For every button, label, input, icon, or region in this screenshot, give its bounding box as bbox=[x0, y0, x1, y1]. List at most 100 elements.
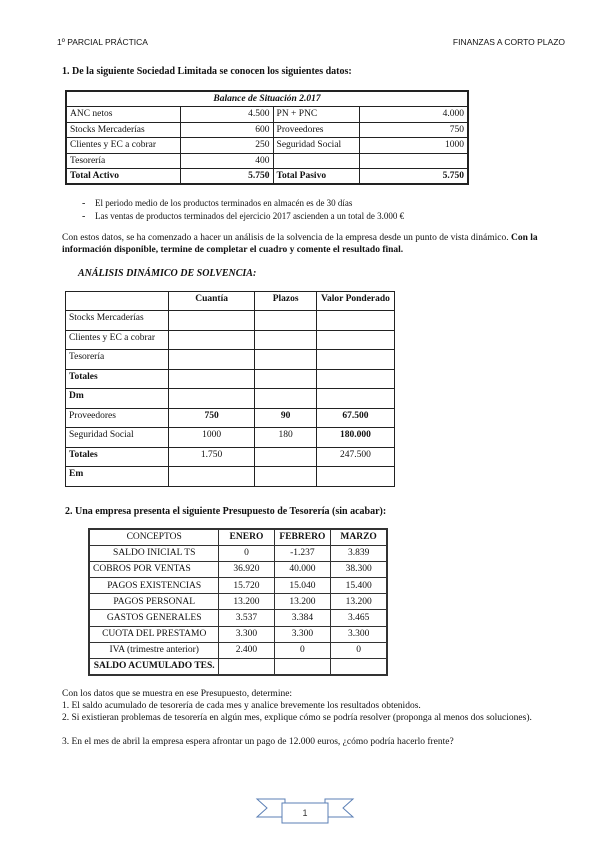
q1-paragraph: Con estos datos, se ha comenzado a hacer… bbox=[62, 232, 547, 256]
balance-cell: Total Pasivo bbox=[272, 168, 361, 185]
budget-cell: MARZO bbox=[330, 528, 388, 546]
paragraph-text: Con estos datos, se ha comenzado a hacer… bbox=[62, 233, 509, 243]
analysis-cell bbox=[167, 310, 256, 331]
page-ribbon-icon bbox=[255, 798, 355, 824]
budget-cell: PAGOS PERSONAL bbox=[88, 593, 220, 611]
budget-cell: 13.200 bbox=[273, 593, 332, 611]
q2-question: 3. En el mes de abril la empresa espera … bbox=[62, 737, 454, 747]
analysis-row: Cuantía Plazos Valor Ponderado bbox=[65, 291, 396, 311]
analysis-row: Dm bbox=[65, 388, 396, 409]
balance-table: Balance de Situación 2.017 ANC netos 4.50… bbox=[65, 90, 469, 185]
budget-cell: 3.300 bbox=[273, 625, 332, 643]
analysis-cell bbox=[167, 349, 256, 370]
budget-row: SALDO ACUMULADO TES. bbox=[88, 657, 388, 676]
analysis-cell bbox=[254, 388, 317, 409]
balance-cell: 750 bbox=[359, 121, 469, 138]
budget-cell: 38.300 bbox=[330, 560, 388, 579]
analysis-cell bbox=[254, 368, 317, 389]
budget-cell: CONCEPTOS bbox=[126, 532, 182, 543]
balance-cell bbox=[272, 152, 361, 169]
budget-row: IVA (trimestre anterior) 2.400 0 0 bbox=[88, 641, 388, 660]
budget-cell: 0 bbox=[218, 544, 275, 562]
analysis-cell: 180.000 bbox=[315, 427, 396, 448]
balance-cell: 5.750 bbox=[180, 168, 274, 185]
budget-cell: 2.400 bbox=[218, 641, 275, 660]
analysis-row: Totales bbox=[65, 368, 396, 389]
page-number: 1 bbox=[302, 808, 308, 818]
analysis-cell bbox=[315, 388, 396, 409]
header-right: FINANZAS A CORTO PLAZO bbox=[452, 37, 565, 47]
budget-cell: 3.537 bbox=[218, 609, 275, 627]
budget-cell: 3.465 bbox=[330, 609, 388, 627]
budget-cell: 3.839 bbox=[330, 544, 388, 562]
analysis-cell: 750 bbox=[167, 407, 256, 428]
budget-cell bbox=[218, 657, 275, 676]
analysis-cell: Proveedores bbox=[65, 407, 169, 428]
balance-cell: 400 bbox=[180, 152, 274, 169]
budget-cell: 13.200 bbox=[218, 593, 275, 611]
budget-cell: 3.300 bbox=[218, 625, 275, 643]
balance-row: Clientes y EC a cobrar 250 Seguridad Socia… bbox=[65, 137, 469, 154]
header-left: 1º PARCIAL PRÁCTICA bbox=[57, 37, 148, 47]
analysis-cell: 247.500 bbox=[315, 446, 396, 467]
analysis-cell: Totales bbox=[65, 368, 169, 389]
balance-cell: 600 bbox=[180, 121, 274, 138]
analysis-row: Seguridad Social 1000 180 180.000 bbox=[65, 427, 396, 448]
analysis-cell bbox=[167, 368, 256, 389]
balance-cell: Total Activo bbox=[65, 168, 182, 185]
analysis-cell bbox=[315, 368, 396, 389]
balance-cell: 4.000 bbox=[359, 106, 469, 123]
budget-cell: ENERO bbox=[218, 528, 275, 546]
budget-cell: FEBRERO bbox=[273, 528, 332, 546]
budget-cell: PAGOS EXISTENCIAS bbox=[88, 577, 220, 595]
q1-title: 1. De la siguiente Sociedad Limitada se … bbox=[62, 66, 352, 77]
analysis-cell: Dm bbox=[65, 388, 169, 409]
analysis-cell: 90 bbox=[254, 407, 317, 428]
budget-row: CUOTA DEL PRESTAMO 3.300 3.300 3.300 bbox=[88, 625, 388, 643]
balance-cell bbox=[359, 152, 469, 169]
analysis-row: Clientes y EC a cobrar bbox=[65, 329, 396, 350]
analysis-row: Totales 1.750 247.500 bbox=[65, 446, 396, 467]
analysis-cell: Plazos bbox=[254, 291, 317, 311]
analysis-cell: Valor Ponderado bbox=[315, 291, 396, 311]
budget-cell: 15.400 bbox=[330, 577, 388, 595]
budget-cell: 13.200 bbox=[330, 593, 388, 611]
budget-cell: 3.384 bbox=[273, 609, 332, 627]
balance-cell: Seguridad Social bbox=[272, 137, 361, 154]
budget-cell: 36.920 bbox=[218, 560, 275, 579]
analysis-cell bbox=[315, 329, 396, 350]
balance-cell: Clientes y EC a cobrar bbox=[65, 137, 182, 154]
analysis-cell: Em bbox=[65, 466, 169, 487]
budget-cell: IVA (trimestre anterior) bbox=[88, 641, 220, 660]
analysis-cell: 180 bbox=[254, 427, 317, 448]
analysis-cell bbox=[254, 446, 317, 467]
analysis-cell bbox=[65, 291, 169, 311]
budget-cell: 0 bbox=[330, 641, 388, 660]
budget-cell bbox=[330, 657, 388, 676]
analysis-row: Proveedores 750 90 67.500 bbox=[65, 407, 396, 428]
analysis-title: ANÁLISIS DINÁMICO DE SOLVENCIA: bbox=[78, 268, 257, 279]
budget-cell: SALDO ACUMULADO TES. bbox=[88, 657, 220, 676]
balance-cell: 250 bbox=[180, 137, 274, 154]
analysis-cell bbox=[254, 466, 317, 487]
analysis-cell: Stocks Mercaderías bbox=[65, 310, 169, 331]
balance-row: Tesorería 400 bbox=[65, 152, 469, 169]
balance-cell: Proveedores bbox=[272, 121, 361, 138]
budget-row: PAGOS PERSONAL 13.200 13.200 13.200 bbox=[88, 593, 388, 611]
treasury-budget-table: CONCEPTOS ENERO FEBRERO MARZO SALDO INICIAL … bbox=[88, 528, 388, 676]
balance-cell: Stocks Mercaderías bbox=[65, 121, 182, 138]
analysis-cell bbox=[167, 388, 256, 409]
balance-row: Stocks Mercaderías 600 Proveedores 750 bbox=[65, 121, 469, 138]
budget-row: CONCEPTOS ENERO FEBRERO MARZO bbox=[89, 528, 388, 546]
budget-cell: 3.300 bbox=[330, 625, 388, 643]
analysis-row: Stocks Mercaderías bbox=[65, 310, 396, 331]
analysis-cell bbox=[167, 466, 256, 487]
budget-row: GASTOS GENERALES 3.537 3.384 3.465 bbox=[88, 609, 388, 627]
budget-cell: SALDO INICIAL TS bbox=[88, 544, 220, 562]
budget-cell: 40.000 bbox=[273, 560, 332, 579]
analysis-cell bbox=[315, 466, 396, 487]
balance-row: Total Activo 5.750 Total Pasivo 5.750 bbox=[65, 168, 469, 185]
budget-row: COBROS POR VENTAS 36.920 40.000 38.300 bbox=[88, 560, 388, 579]
paragraph-instruction: Con la información disponible, termine d… bbox=[62, 233, 538, 255]
budget-cell: COBROS POR VENTAS bbox=[88, 560, 220, 579]
